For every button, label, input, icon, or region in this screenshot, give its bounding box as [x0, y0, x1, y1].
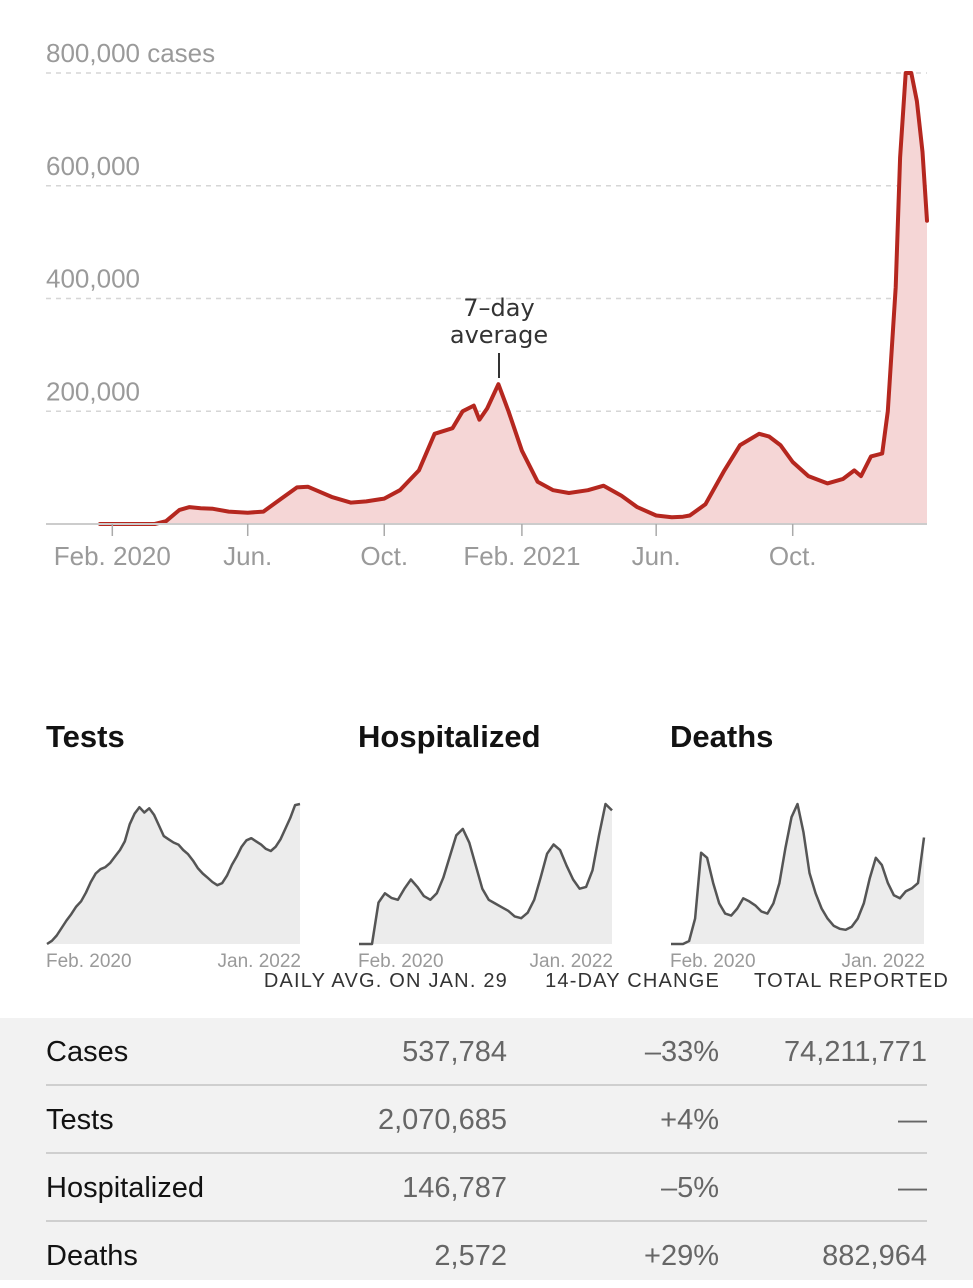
change-value: +29% [644, 1240, 719, 1272]
annotation-line2: average [450, 321, 548, 349]
row-label: Cases [46, 1036, 129, 1068]
table-row-tests: Tests 2,070,685 +4% — [46, 1086, 927, 1154]
x-tick-label: Feb. 2021 [463, 541, 580, 571]
header-14-day-change: 14-DAY CHANGE [545, 970, 720, 992]
sparkline [359, 802, 613, 946]
x-tick-label: Oct. [769, 541, 817, 571]
x-tick-label: Oct. [360, 541, 408, 571]
daily-value: 146,787 [402, 1172, 507, 1204]
total-value: 882,964 [822, 1240, 927, 1272]
table-header: DAILY AVG. ON JAN. 29 14-DAY CHANGE TOTA… [0, 970, 973, 1004]
annotation-line1: 7–day [463, 294, 534, 322]
x-tick-label: Jan. 2022 [530, 951, 613, 972]
x-tick-label: Jun. [223, 541, 272, 571]
row-label: Deaths [46, 1240, 138, 1272]
row-label: Hospitalized [46, 1172, 204, 1204]
tests-chart: Tests Feb. 2020 Jan. 2022 [46, 715, 306, 975]
total-value: — [898, 1104, 927, 1136]
y-axis-labels: 800,000 cases 600,000 400,000 200,000 [46, 38, 215, 406]
daily-value: 537,784 [402, 1036, 507, 1068]
tests-title: Tests [46, 719, 125, 754]
deaths-chart: Deaths Feb. 2020 Jan. 2022 [670, 715, 930, 975]
sparkline [671, 802, 926, 946]
table-row-cases: Cases 537,784 –33% 74,211,771 [46, 1018, 927, 1086]
y-tick-label: 400,000 [46, 264, 140, 294]
change-value: –33% [644, 1036, 719, 1068]
deaths-title: Deaths [670, 719, 774, 754]
stats-table: Cases 537,784 –33% 74,211,771 Tests 2,07… [0, 1018, 973, 1280]
daily-value: 2,070,685 [377, 1104, 507, 1136]
total-value: — [898, 1172, 927, 1204]
table-row-hospitalized: Hospitalized 146,787 –5% — [46, 1154, 927, 1222]
y-tick-label: 800,000 cases [46, 38, 215, 68]
hospitalized-chart: Hospitalized Feb. 2020 Jan. 2022 [358, 715, 618, 975]
cases-line [98, 71, 929, 526]
change-value: +4% [660, 1104, 719, 1136]
sparkline-area [359, 804, 612, 944]
hospitalized-title: Hospitalized [358, 719, 541, 754]
daily-value: 2,572 [434, 1240, 507, 1272]
cases-chart: 800,000 cases 600,000 400,000 200,000 Feb. … [46, 38, 929, 571]
x-tick-label: Jan. 2022 [218, 951, 301, 972]
sparkline-area [671, 804, 924, 944]
x-tick-label: Feb. 2020 [54, 541, 171, 571]
x-tick-label: Jan. 2022 [842, 951, 925, 972]
row-label: Tests [46, 1104, 114, 1136]
change-value: –5% [660, 1172, 719, 1204]
x-axis-labels: Feb. 2020 Jun. Oct. Feb. 2021 Jun. Oct. [54, 524, 817, 571]
table-row-deaths: Deaths 2,572 +29% 882,964 [46, 1222, 927, 1288]
gridlines [46, 72, 927, 412]
sparkline [46, 802, 301, 946]
x-tick-label: Jun. [632, 541, 681, 571]
total-value: 74,211,771 [784, 1036, 927, 1068]
x-tick-label: Feb. 2020 [46, 951, 132, 972]
annotation: 7–day average [450, 294, 548, 378]
y-tick-label: 200,000 [46, 376, 140, 406]
header-total-reported: TOTAL REPORTED [754, 970, 949, 992]
header-daily-avg: DAILY AVG. ON JAN. 29 [263, 970, 508, 992]
sparkline-area [47, 804, 300, 944]
y-tick-label: 600,000 [46, 151, 140, 181]
x-tick-label: Feb. 2020 [670, 951, 756, 972]
x-tick-label: Feb. 2020 [358, 951, 444, 972]
